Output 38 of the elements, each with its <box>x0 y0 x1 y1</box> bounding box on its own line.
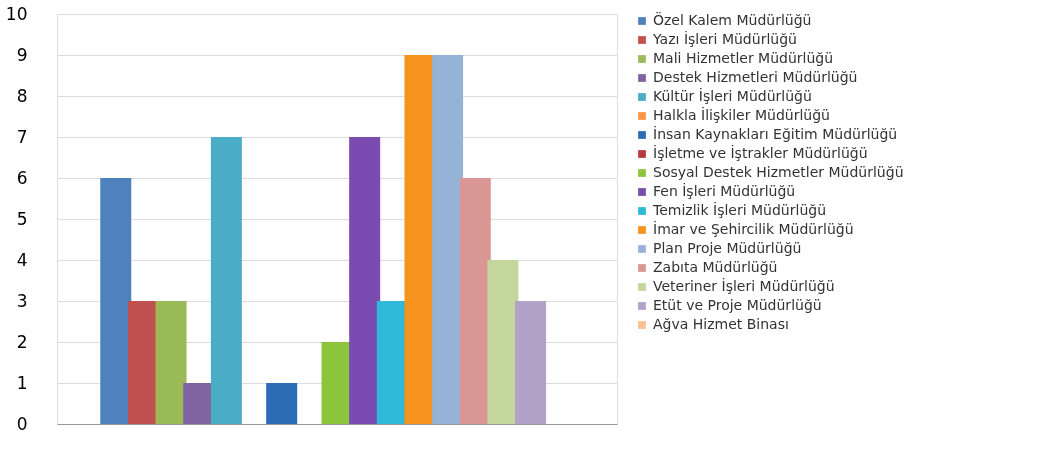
bar <box>155 301 187 424</box>
legend-label: Özel Kalem Müdürlüğü <box>653 11 812 28</box>
legend-label: Yazı İşleri Müdürlüğü <box>652 30 797 47</box>
bar <box>100 178 132 424</box>
legend-label: Temizlik İşleri Müdürlüğü <box>652 201 827 218</box>
legend-label: Veteriner İşleri Müdürlüğü <box>653 277 835 294</box>
legend-label: İnsan Kaynakları Eğitim Müdürlüğü <box>653 125 898 142</box>
y-tick-label: 5 <box>16 208 28 229</box>
y-tick-label: 9 <box>16 44 28 65</box>
legend-label: Kültür İşleri Müdürlüğü <box>653 87 812 104</box>
bar <box>127 301 159 424</box>
y-tick-label: 7 <box>16 126 28 147</box>
y-tick-label: 4 <box>16 249 28 270</box>
legend-label: Zabıta Müdürlüğü <box>653 259 778 275</box>
y-tick-label: 8 <box>16 85 28 106</box>
bar <box>487 260 519 424</box>
bar <box>349 137 381 424</box>
bar <box>515 301 547 424</box>
legend-label: Ağva Hizmet Binası <box>653 316 789 332</box>
legend-label: Sosyal Destek Hizmetler Müdürlüğü <box>653 164 904 180</box>
legend-label: Etüt ve Proje Müdürlüğü <box>653 297 822 313</box>
y-tick-label: 2 <box>16 331 28 352</box>
legend-label: Plan Proje Müdürlüğü <box>653 240 802 256</box>
bar <box>210 137 242 424</box>
legend-label: Mali Hizmetler Müdürlüğü <box>653 50 834 66</box>
legend-label: İmar ve Şehircilik Müdürlüğü <box>653 220 854 237</box>
legend-label: Fen İşleri Müdürlüğü <box>653 182 796 199</box>
y-tick-label: 6 <box>16 167 28 188</box>
legend-label: Destek Hizmetleri Müdürlüğü <box>653 69 858 85</box>
y-tick-label: 10 <box>5 3 28 24</box>
y-tick-label: 1 <box>16 372 28 393</box>
legend-label: Halkla İlişkiler Müdürlüğü <box>653 106 830 123</box>
y-tick-label: 3 <box>16 290 28 311</box>
legend-label: İşletme ve İştrakler Müdürlüğü <box>653 144 868 161</box>
bar <box>266 383 298 424</box>
y-tick-label: 0 <box>16 413 28 434</box>
bar <box>459 178 491 424</box>
bar <box>432 55 464 424</box>
